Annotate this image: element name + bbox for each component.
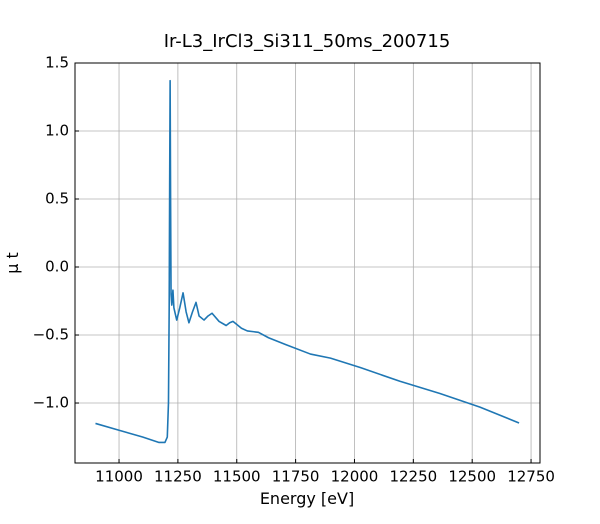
x-tick-label: 11750 (272, 468, 320, 486)
x-tick-label: 11000 (95, 468, 143, 486)
x-tick-label: 12250 (389, 468, 437, 486)
x-tick-label: 12000 (331, 468, 379, 486)
y-axis-label: μ t (3, 252, 22, 274)
x-tick-label: 11250 (154, 468, 202, 486)
y-tick-label: 1.5 (45, 54, 69, 72)
x-tick-label: 12500 (448, 468, 496, 486)
x-axis-label: Energy [eV] (260, 489, 354, 508)
y-tick-label: −0.5 (33, 326, 69, 344)
x-tick-label: 11500 (213, 468, 261, 486)
x-tick-label: 12750 (507, 468, 555, 486)
plot-frame (74, 62, 541, 464)
data-line (95, 79, 520, 444)
y-tick-label: 1.0 (45, 122, 69, 140)
y-tick-label: −1.0 (33, 394, 69, 412)
y-tick-label: 0.0 (45, 258, 69, 276)
y-tick-label: 0.5 (45, 190, 69, 208)
chart-title: Ir-L3_IrCl3_Si311_50ms_200715 (164, 31, 451, 52)
